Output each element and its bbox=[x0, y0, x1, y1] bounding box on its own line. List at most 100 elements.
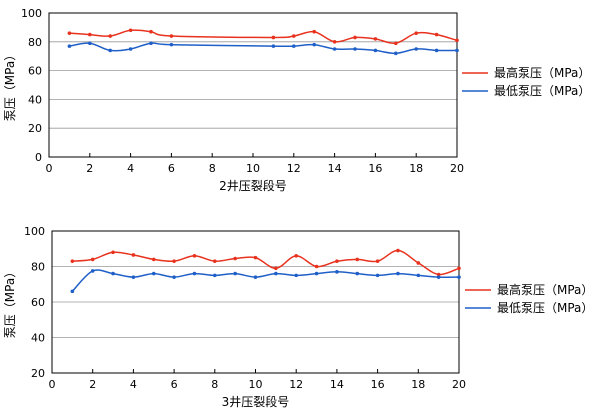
data-point bbox=[213, 273, 217, 278]
y-tick-label: 60 bbox=[28, 65, 42, 78]
y-tick-label: 40 bbox=[28, 93, 42, 106]
data-point bbox=[274, 271, 278, 276]
y-tick-label: 0 bbox=[35, 151, 42, 164]
y-tick-label: 20 bbox=[31, 367, 45, 380]
data-point bbox=[149, 29, 153, 34]
data-point bbox=[67, 44, 72, 48]
data-point bbox=[332, 47, 337, 51]
data-point bbox=[172, 275, 176, 279]
data-point bbox=[414, 31, 419, 35]
data-point bbox=[169, 42, 174, 47]
data-point bbox=[373, 48, 378, 53]
legend-label-0: 最高泵压（MPa） bbox=[494, 65, 590, 80]
data-point bbox=[416, 261, 421, 265]
data-point bbox=[151, 257, 156, 262]
x-tick-label: 12 bbox=[289, 378, 303, 391]
series-line-1 bbox=[69, 42, 458, 55]
x-tick-label: 14 bbox=[330, 378, 344, 391]
data-point bbox=[70, 259, 75, 263]
data-point bbox=[213, 259, 217, 263]
data-point bbox=[373, 37, 378, 41]
x-tick-label: 0 bbox=[49, 378, 56, 391]
y-tick-label: 80 bbox=[28, 36, 42, 49]
data-point bbox=[172, 259, 176, 263]
x-tick-label: 10 bbox=[249, 378, 263, 391]
data-point bbox=[128, 47, 133, 51]
x-tick-label: 16 bbox=[371, 378, 385, 391]
data-point bbox=[314, 264, 319, 269]
x-tick-label: 10 bbox=[246, 162, 260, 175]
data-point bbox=[416, 273, 421, 278]
x-tick-label: 6 bbox=[168, 162, 175, 175]
data-point bbox=[394, 51, 398, 56]
x-tick-label: 14 bbox=[328, 162, 342, 175]
data-point bbox=[88, 32, 92, 37]
x-tick-label: 6 bbox=[171, 378, 178, 391]
data-point bbox=[151, 271, 156, 276]
data-point bbox=[128, 28, 133, 33]
x-tick-label: 18 bbox=[411, 378, 425, 391]
data-point bbox=[88, 41, 92, 46]
x-tick-label: 8 bbox=[209, 162, 216, 175]
legend-label-1: 最低泵压（MPa） bbox=[497, 301, 593, 315]
legend-label-0: 最高泵压（MPa） bbox=[497, 282, 593, 297]
data-point bbox=[353, 47, 357, 51]
y-tick-label: 100 bbox=[24, 225, 45, 238]
data-point bbox=[414, 47, 419, 51]
x-axis-label: 3井压裂段号 bbox=[222, 394, 290, 409]
y-tick-label: 40 bbox=[31, 332, 45, 345]
data-point bbox=[436, 272, 441, 277]
y-tick-label: 60 bbox=[31, 296, 45, 309]
data-point bbox=[292, 44, 296, 48]
data-point bbox=[90, 269, 95, 273]
data-point bbox=[375, 273, 380, 278]
y-axis-label: 泵压（MPa） bbox=[3, 266, 17, 338]
data-point bbox=[111, 271, 115, 276]
data-point bbox=[353, 35, 357, 40]
data-point bbox=[233, 256, 237, 261]
data-point bbox=[396, 271, 400, 276]
series-line-0 bbox=[72, 249, 460, 276]
series-line-1 bbox=[71, 269, 460, 292]
data-point bbox=[396, 248, 400, 253]
data-point bbox=[253, 255, 258, 260]
x-tick-label: 0 bbox=[46, 162, 53, 175]
data-point bbox=[70, 289, 75, 294]
data-point bbox=[90, 257, 95, 262]
data-point bbox=[67, 31, 72, 35]
data-point bbox=[131, 275, 136, 279]
data-point bbox=[274, 266, 278, 271]
x-tick-label: 20 bbox=[450, 162, 464, 175]
legend-label-1: 最低泵压（MPa） bbox=[494, 84, 590, 98]
data-point bbox=[192, 271, 197, 276]
data-point bbox=[335, 270, 339, 274]
data-point bbox=[314, 271, 319, 276]
data-point bbox=[294, 273, 299, 278]
x-tick-label: 16 bbox=[368, 162, 382, 175]
x-tick-label: 2 bbox=[89, 378, 96, 391]
data-point bbox=[169, 34, 174, 38]
data-point bbox=[457, 266, 461, 271]
data-point bbox=[434, 48, 439, 53]
data-point bbox=[253, 275, 258, 279]
data-point bbox=[375, 259, 380, 263]
x-tick-label: 4 bbox=[130, 378, 137, 391]
data-point bbox=[436, 275, 441, 279]
data-point bbox=[355, 257, 360, 262]
x-axis-label: 2井压裂段号 bbox=[219, 178, 287, 193]
y-tick-label: 100 bbox=[21, 7, 42, 20]
data-point bbox=[434, 32, 439, 37]
data-point bbox=[355, 271, 360, 276]
y-tick-label: 20 bbox=[28, 122, 42, 135]
data-point bbox=[455, 38, 459, 43]
data-point bbox=[271, 44, 276, 48]
data-point bbox=[108, 34, 112, 38]
series-line-0 bbox=[69, 29, 458, 45]
data-point bbox=[149, 41, 153, 46]
data-point bbox=[455, 48, 459, 53]
x-tick-label: 4 bbox=[127, 162, 134, 175]
y-axis-label: 泵压（MPa） bbox=[3, 49, 17, 121]
data-point bbox=[332, 40, 337, 44]
x-tick-label: 12 bbox=[287, 162, 301, 175]
